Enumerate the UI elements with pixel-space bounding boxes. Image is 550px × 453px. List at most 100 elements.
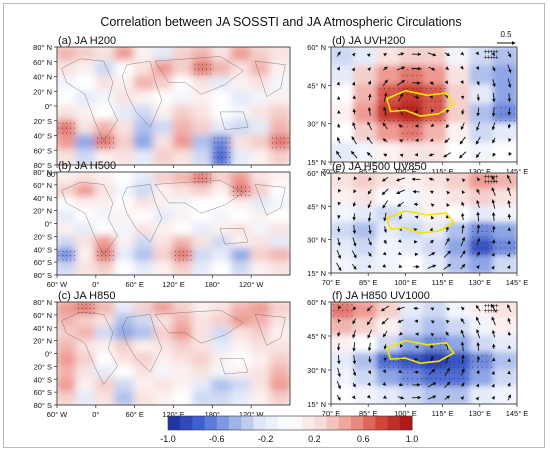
heat-cell xyxy=(191,47,214,63)
heat-cell xyxy=(230,75,253,93)
heat-cell xyxy=(331,238,356,258)
heat-cell xyxy=(75,60,97,78)
heat-cell xyxy=(94,196,117,212)
heat-cell xyxy=(172,105,194,122)
heat-cell xyxy=(469,318,495,337)
heat-cell xyxy=(191,75,214,93)
heat-cell xyxy=(114,261,136,275)
heat-cell xyxy=(230,339,253,355)
heat-cell xyxy=(75,183,97,199)
heat-cell xyxy=(423,47,449,68)
svg-text:+: + xyxy=(484,303,488,310)
heat-cell xyxy=(172,209,194,225)
heat-cell xyxy=(230,172,253,186)
heat-cell xyxy=(75,105,97,122)
lon-tick: 115° E xyxy=(432,167,454,176)
heat-cell xyxy=(57,222,78,238)
heat-cell xyxy=(94,302,117,316)
colorbar-swatch xyxy=(363,416,376,430)
heat-cell xyxy=(399,238,425,258)
heat-cell xyxy=(153,302,175,316)
heat-cell xyxy=(423,141,449,162)
heat-cell xyxy=(191,365,214,381)
heat-cell xyxy=(153,60,175,78)
heat-cell xyxy=(376,205,402,224)
heat-cell xyxy=(269,172,290,186)
heat-cell xyxy=(492,318,517,337)
heat-cell xyxy=(376,238,402,258)
lon-tick: 145° E xyxy=(506,167,529,176)
heat-cell xyxy=(399,222,425,241)
heat-cell xyxy=(211,209,233,225)
heat-cell xyxy=(376,386,402,404)
heat-cell xyxy=(331,386,356,404)
heat-cell xyxy=(191,248,214,264)
heat-cell xyxy=(469,173,495,191)
heat-cell xyxy=(172,313,194,329)
heat-cell xyxy=(269,339,290,355)
heat-cell xyxy=(191,119,214,137)
heat-cell xyxy=(331,47,356,68)
colorbar: -1.0 -0.6 -0.2 0.2 0.6 1.0 xyxy=(160,415,419,444)
heat-cell xyxy=(492,302,517,320)
svg-text:+: + xyxy=(489,55,493,62)
panel-label-c: (c) JA H850 xyxy=(58,290,115,302)
svg-text:+: + xyxy=(495,55,499,62)
lon-tick: 70° E xyxy=(322,167,340,176)
colorbar-swatch xyxy=(180,416,193,430)
heat-cell xyxy=(57,378,78,394)
heat-cell xyxy=(492,141,517,162)
heat-cell xyxy=(269,134,290,152)
lon-tick: 180° xyxy=(205,410,221,419)
lat-tick: 45° N xyxy=(307,81,326,90)
heat-cell xyxy=(57,365,78,381)
heat-cell xyxy=(57,248,78,264)
heat-cell xyxy=(446,386,472,404)
colorbar-tick: 0.2 xyxy=(308,434,321,444)
heat-cell xyxy=(75,90,97,107)
heat-cell xyxy=(114,365,136,381)
heat-cell xyxy=(94,222,117,238)
heat-cell xyxy=(446,65,472,87)
lon-tick: 130° E xyxy=(468,278,491,287)
heat-cell xyxy=(57,391,78,405)
heat-cell xyxy=(94,90,117,107)
heat-cell xyxy=(57,172,78,186)
heat-cell xyxy=(250,75,272,93)
lat-tick: 20° S xyxy=(34,362,52,371)
heat-cell xyxy=(269,90,290,107)
heat-cell xyxy=(133,209,156,225)
heat-cell xyxy=(114,105,136,122)
heat-cell xyxy=(191,222,214,238)
heat-cell xyxy=(353,255,379,273)
heat-cell xyxy=(94,60,117,78)
heat-cell xyxy=(492,369,517,388)
heat-cell xyxy=(191,183,214,199)
heat-cell xyxy=(269,105,290,122)
lon-tick: 60° W xyxy=(47,410,68,419)
svg-text:+: + xyxy=(492,174,496,181)
heat-cell xyxy=(211,261,233,275)
heat-cell xyxy=(191,326,214,342)
lat-tick: 0° xyxy=(45,220,52,229)
heat-cell xyxy=(114,391,136,405)
heat-cell xyxy=(133,172,156,186)
heat-cell xyxy=(399,302,425,320)
heat-cell xyxy=(399,318,425,337)
heat-cell xyxy=(211,172,233,186)
lat-tick: 60° S xyxy=(34,146,52,155)
heat-cell xyxy=(399,173,425,191)
lat-tick: 60° N xyxy=(33,311,52,320)
heat-cell xyxy=(353,238,379,258)
heat-cell xyxy=(94,365,117,381)
colorbar-tick: 1.0 xyxy=(406,434,419,444)
lon-tick: 100° E xyxy=(394,278,417,287)
heat-cell xyxy=(153,119,175,137)
heat-cell xyxy=(250,149,272,165)
heat-cell xyxy=(57,209,78,225)
heat-cell xyxy=(133,248,156,264)
heat-cell xyxy=(172,172,194,186)
heat-cell xyxy=(94,235,117,251)
heat-cell xyxy=(331,255,356,273)
lon-tick: 145° E xyxy=(506,278,529,287)
